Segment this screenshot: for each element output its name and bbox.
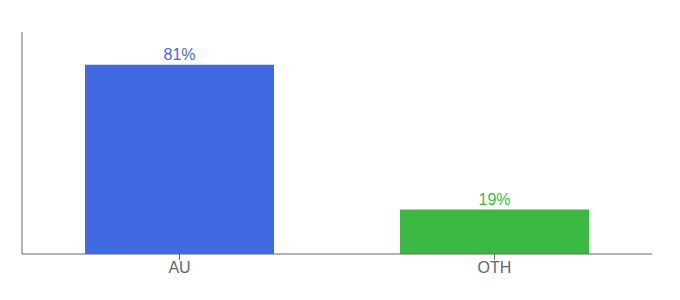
svg-text:19%: 19% [478,191,510,208]
svg-text:OTH: OTH [478,259,512,276]
svg-text:81%: 81% [163,46,195,63]
svg-text:AU: AU [168,259,190,276]
